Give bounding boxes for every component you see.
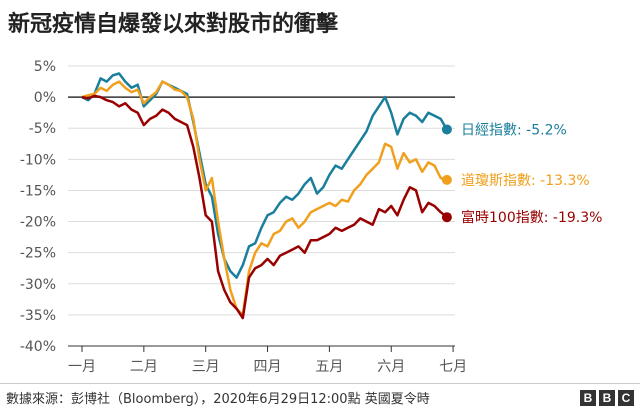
logo-letter: B xyxy=(599,390,615,406)
chart-title: 新冠疫情自爆發以來對股市的衝擊 xyxy=(8,12,339,37)
series-line-1 xyxy=(81,72,448,279)
series-end-label: 道瓊斯指數: -13.3% xyxy=(461,173,590,189)
series-line-2 xyxy=(81,80,448,317)
y-tick-label: -40% xyxy=(20,339,56,355)
bbc-logo: B B C xyxy=(580,390,634,406)
source-note: 數據來源：彭博社（Bloomberg），2020年6月29日12:00點 英國夏… xyxy=(6,392,430,407)
series-end-label: 富時100指數: -19.3% xyxy=(461,209,602,226)
logo-letter: B xyxy=(580,390,596,406)
series-lines xyxy=(81,72,452,320)
series-end-marker xyxy=(441,124,452,135)
y-tick-label: -25% xyxy=(20,246,56,262)
gridlines xyxy=(68,65,455,347)
x-tick-label: 三月 xyxy=(192,359,220,375)
x-tick-label: 四月 xyxy=(254,359,282,375)
x-tick-label: 七月 xyxy=(439,359,467,375)
logo-letter: C xyxy=(618,390,634,406)
footer-divider xyxy=(0,383,640,384)
y-tick-label: -10% xyxy=(20,152,56,168)
y-tick-label: 5% xyxy=(34,59,56,75)
y-tick-label: -35% xyxy=(20,308,56,324)
y-tick-label: 0% xyxy=(34,90,56,106)
x-tick-label: 五月 xyxy=(315,359,343,375)
series-end-marker xyxy=(441,212,452,223)
y-tick-label: -20% xyxy=(20,215,56,231)
x-tick-label: 一月 xyxy=(68,359,96,375)
x-tick-label: 二月 xyxy=(130,359,158,375)
x-axis: 一月 二月 三月 四月 五月 六月 七月 xyxy=(68,345,467,375)
y-axis-tick-labels: 5% 0% -5% -10% -15% -20% -25% -30% -35% -40% xyxy=(20,59,56,355)
series-end-marker xyxy=(441,174,452,185)
series-end-labels: 日經指數: -5.2% 道瓊斯指數: -13.3% 富時100指數: -19.3% xyxy=(461,122,602,226)
y-tick-label: -30% xyxy=(20,277,56,293)
series-end-label: 日經指數: -5.2% xyxy=(461,122,567,138)
x-tick-label: 六月 xyxy=(377,359,405,375)
series-line-3 xyxy=(81,94,448,320)
y-tick-label: -5% xyxy=(29,121,56,137)
y-tick-label: -15% xyxy=(20,183,56,199)
